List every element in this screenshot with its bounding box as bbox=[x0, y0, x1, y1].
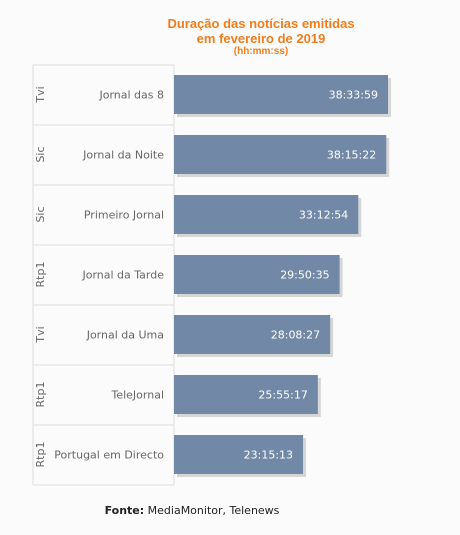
chart-subtitle: (hh:mm:ss) bbox=[233, 46, 289, 57]
category-label: Jornal das 8 bbox=[98, 89, 164, 102]
data-label: 38:15:22 bbox=[327, 149, 376, 162]
chart-title: Duração das notícias emitidas em feverei… bbox=[150, 16, 372, 58]
data-label: 38:33:59 bbox=[329, 89, 378, 102]
group-label: Sic bbox=[34, 146, 47, 162]
data-label: 25:55:17 bbox=[258, 389, 307, 402]
category-label: TeleJornal bbox=[110, 389, 164, 402]
chart-title-line1: Duração das notícias emitidas bbox=[167, 16, 355, 31]
bar bbox=[174, 255, 340, 294]
category-label: Jornal da Uma bbox=[86, 329, 164, 342]
source-note: Fonte: MediaMonitor, Telenews bbox=[0, 504, 384, 517]
category-label: Primeiro Jornal bbox=[84, 209, 164, 222]
bar bbox=[174, 75, 388, 114]
bar bbox=[174, 135, 387, 174]
bar bbox=[174, 375, 318, 414]
group-label: Rtp1 bbox=[34, 382, 47, 408]
source-text: MediaMonitor, Telenews bbox=[147, 504, 280, 517]
category-label: Portugal em Directo bbox=[54, 449, 164, 462]
category-label: Jornal da Tarde bbox=[81, 269, 164, 282]
bar bbox=[174, 315, 331, 354]
category-label: Jornal da Noite bbox=[82, 149, 164, 162]
data-label: 29:50:35 bbox=[280, 269, 329, 282]
source-label: Fonte: bbox=[104, 504, 145, 517]
chart-title-line2: em fevereiro de 2019 bbox=[196, 31, 326, 46]
group-label: Tvi bbox=[34, 326, 47, 343]
group-label: Sic bbox=[34, 206, 47, 222]
data-label: 23:15:13 bbox=[244, 449, 293, 462]
bar-chart: 38:33:59 Jornal das 8 Tvi 38:15:22 Jornal da… bbox=[32, 64, 391, 486]
group-label: Rtp1 bbox=[34, 262, 47, 288]
group-label: Tvi bbox=[34, 86, 47, 103]
data-label: 33:12:54 bbox=[299, 209, 348, 222]
bar bbox=[174, 195, 359, 234]
bar bbox=[174, 435, 304, 474]
data-label: 28:08:27 bbox=[271, 329, 320, 342]
group-label: Rtp1 bbox=[34, 442, 47, 468]
